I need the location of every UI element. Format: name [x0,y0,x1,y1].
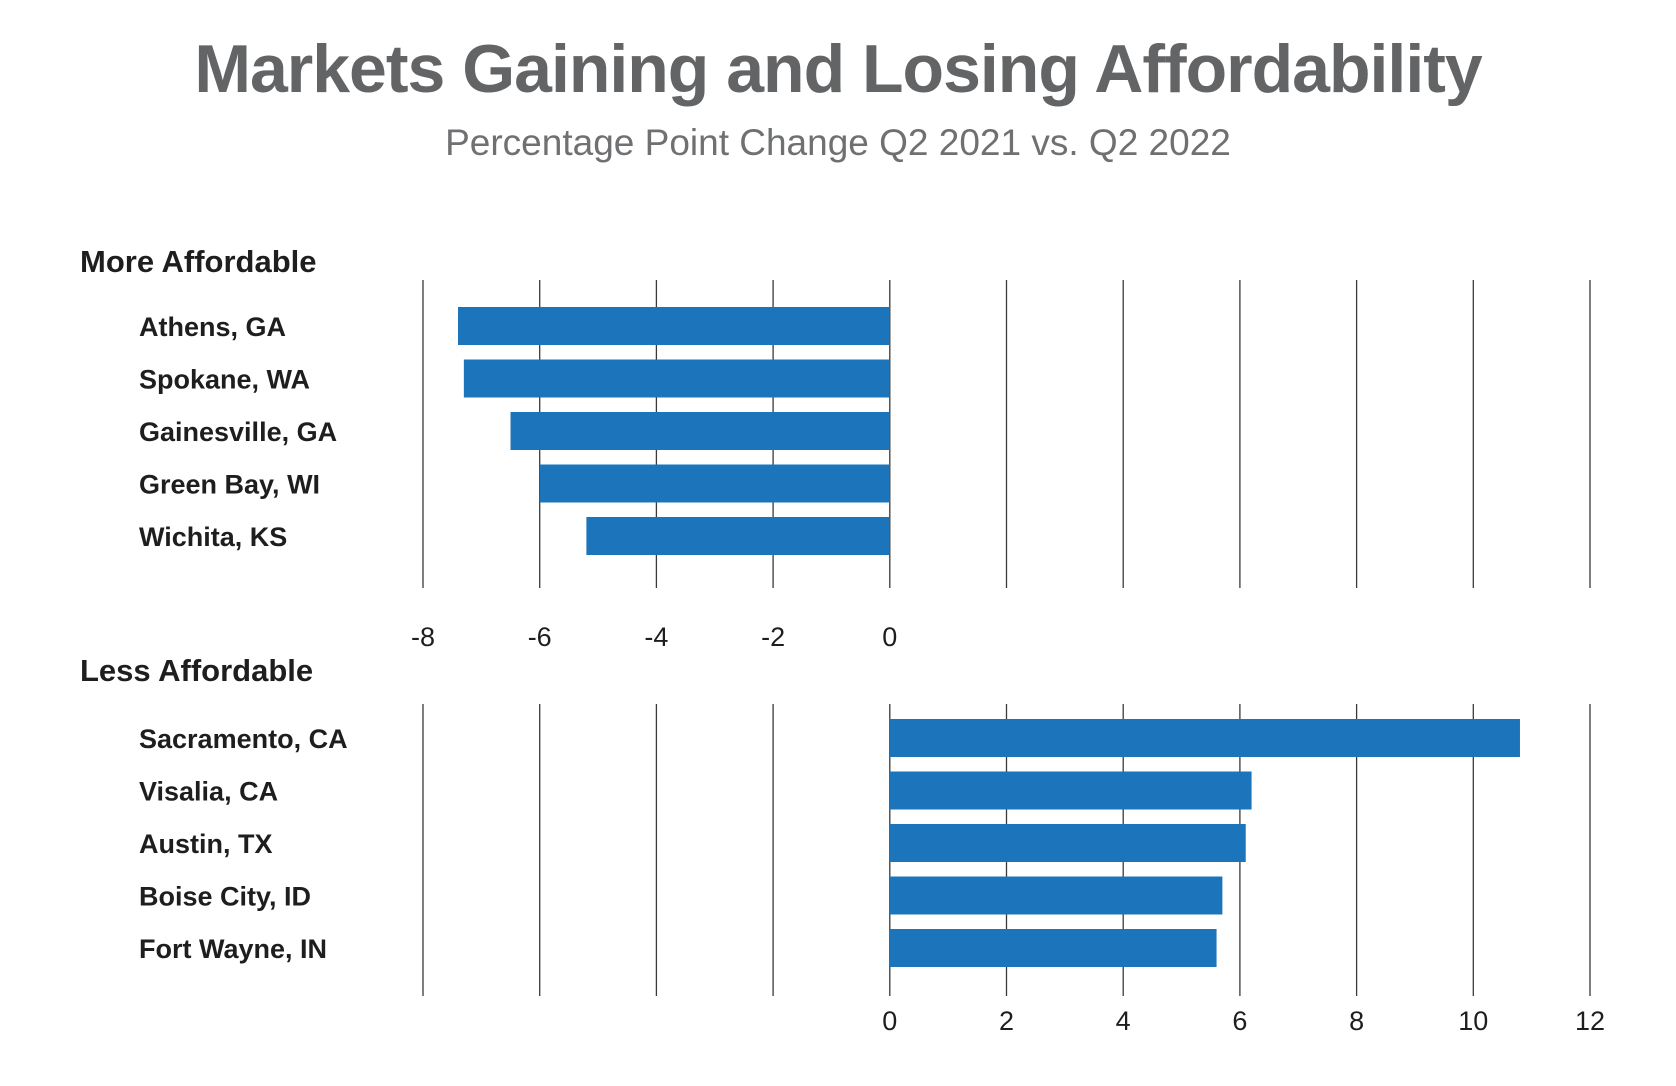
category-label: Athens, GA [139,312,286,342]
tick-label: 10 [1458,1006,1488,1036]
tick-label: 0 [882,622,897,652]
category-label: Spokane, WA [139,365,310,395]
category-label: Gainesville, GA [139,417,337,447]
tick-label: 8 [1349,1006,1364,1036]
category-label: Austin, TX [139,829,273,859]
tick-label: 0 [882,1006,897,1036]
category-label: Visalia, CA [139,777,278,807]
category-label: Wichita, KS [139,522,287,552]
tick-label: -6 [528,622,552,652]
category-label: Boise City, ID [139,882,311,912]
category-label: Fort Wayne, IN [139,934,327,964]
bar [889,876,1223,915]
bar [510,412,890,450]
tick-label: 2 [999,1006,1014,1036]
bar [463,359,890,398]
bar [458,307,890,345]
bar [539,464,890,503]
tick-label: -4 [644,622,668,652]
chart-title: Markets Gaining and Losing Affordability [194,31,1482,107]
bar [889,929,1217,967]
bar [586,517,890,555]
bar [889,824,1246,862]
bar [889,771,1252,810]
category-label: Sacramento, CA [139,724,348,754]
panel-label: Less Affordable [80,653,313,688]
tick-label: -8 [411,622,435,652]
tick-label: 6 [1232,1006,1247,1036]
bar [889,719,1520,757]
tick-label: -2 [761,622,785,652]
tick-label: 4 [1116,1006,1131,1036]
tick-label: 12 [1575,1006,1605,1036]
panel-label: More Affordable [80,244,317,279]
chart-subtitle: Percentage Point Change Q2 2021 vs. Q2 2… [445,122,1231,163]
category-label: Green Bay, WI [139,470,320,500]
